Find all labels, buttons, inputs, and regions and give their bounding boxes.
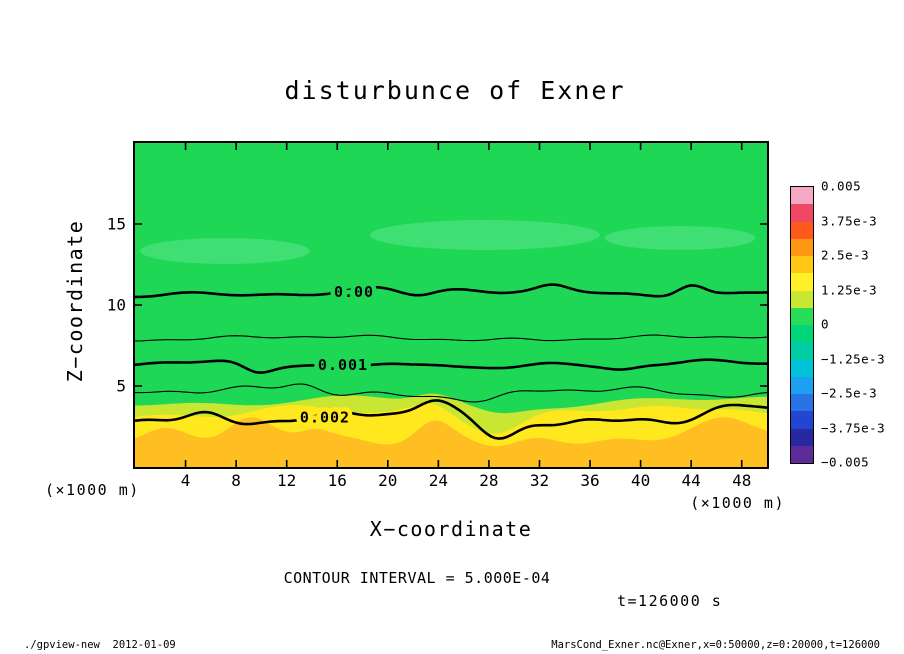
colorbar-segment bbox=[791, 187, 813, 205]
colorbar-segment bbox=[791, 342, 813, 360]
fill-band-orange bbox=[135, 417, 767, 467]
colorbar-tick-label: −0.005 bbox=[821, 454, 870, 470]
contour-line bbox=[135, 358, 767, 374]
field-patch bbox=[140, 238, 310, 264]
x-tick-label: 12 bbox=[277, 471, 297, 490]
x-tick-label: 8 bbox=[231, 471, 241, 490]
x-axis-unit: (×1000 m) bbox=[690, 494, 785, 512]
colorbar-tick-label: 0 bbox=[821, 316, 830, 332]
x-tick-label: 44 bbox=[681, 471, 701, 490]
x-tick-label: 4 bbox=[180, 471, 191, 490]
contour-line bbox=[135, 283, 767, 299]
x-axis-label: X−coordinate bbox=[369, 517, 533, 541]
footer-datasource: MarsCond_Exner.nc@Exner,x=0:50000,z=0:20… bbox=[551, 639, 880, 651]
colorbar-segment bbox=[791, 256, 813, 274]
colorbar-segment bbox=[791, 428, 813, 446]
contour-field: 0.00 0.001 0.002 bbox=[135, 143, 767, 467]
field-patch bbox=[605, 226, 755, 250]
contour-label: 0.00 bbox=[334, 283, 374, 301]
footer-command: ./gpview-new 2012-01-09 bbox=[24, 639, 176, 651]
x-tick-label: 48 bbox=[732, 471, 752, 490]
colorbar-segment bbox=[791, 411, 813, 429]
colorbar-segment bbox=[791, 238, 813, 256]
z-tick-label: 5 bbox=[116, 376, 126, 396]
colorbar-segment bbox=[791, 325, 813, 343]
x-tick-label: 40 bbox=[630, 471, 651, 490]
colorbar-segment bbox=[791, 359, 813, 377]
x-tick-label: 20 bbox=[378, 471, 398, 490]
contour-line bbox=[135, 383, 767, 403]
x-tick-label: 16 bbox=[327, 471, 347, 490]
z-axis-unit: (×1000 m) bbox=[45, 481, 140, 499]
x-tick-label: 24 bbox=[428, 471, 448, 490]
z-tick-label: 10 bbox=[106, 295, 126, 315]
x-tick-label: 36 bbox=[580, 471, 600, 490]
colorbar-segment bbox=[791, 204, 813, 222]
x-tick-label: 32 bbox=[529, 471, 550, 490]
contour-line bbox=[135, 334, 767, 342]
field-patch bbox=[370, 220, 600, 250]
colorbar-tick-label: 2.5e-3 bbox=[821, 247, 870, 263]
colorbar-tick-label: 3.75e-3 bbox=[821, 213, 878, 228]
colorbar bbox=[790, 186, 814, 464]
colorbar-segment bbox=[791, 394, 813, 412]
x-tick-label: 28 bbox=[479, 471, 499, 490]
colorbar-segment bbox=[791, 376, 813, 394]
colorbar-tick-label: 0.005 bbox=[821, 178, 862, 194]
plot-title: disturbunce of Exner bbox=[284, 76, 626, 105]
colorbar-segment bbox=[791, 290, 813, 308]
contour-interval-note: CONTOUR INTERVAL = 5.000E-04 bbox=[283, 569, 551, 587]
colorbar-tick-label: −2.5e-3 bbox=[821, 385, 878, 401]
colorbar-segment bbox=[791, 307, 813, 325]
colorbar-tick-label: −1.25e-3 bbox=[821, 351, 886, 366]
contour-label: 0.002 bbox=[300, 409, 350, 427]
contour-label: 0.001 bbox=[318, 356, 368, 374]
colorbar-segment bbox=[791, 273, 813, 291]
colorbar-segment bbox=[791, 445, 813, 463]
colorbar-segment bbox=[791, 221, 813, 239]
colorbar-tick-label: −3.75e-3 bbox=[821, 420, 886, 435]
z-tick-label: 15 bbox=[106, 214, 126, 234]
colorbar-tick-label: 1.25e-3 bbox=[821, 282, 878, 297]
contour-line bbox=[135, 399, 767, 440]
time-note: t=126000 s bbox=[617, 592, 723, 610]
plot-area: 0.00 0.001 0.002 bbox=[133, 141, 769, 469]
